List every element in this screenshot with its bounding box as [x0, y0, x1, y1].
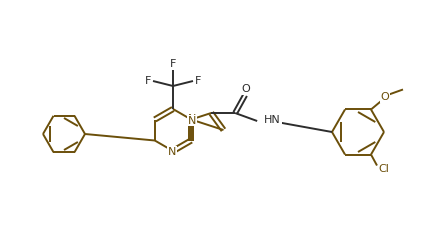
- Text: F: F: [170, 59, 176, 69]
- Text: O: O: [380, 92, 389, 102]
- Text: N: N: [188, 115, 196, 126]
- Text: F: F: [195, 76, 201, 86]
- Text: HN: HN: [264, 115, 281, 125]
- Text: F: F: [145, 76, 151, 86]
- Text: N: N: [168, 147, 176, 157]
- Text: N: N: [188, 113, 196, 123]
- Text: O: O: [242, 84, 250, 94]
- Text: Cl: Cl: [379, 164, 389, 174]
